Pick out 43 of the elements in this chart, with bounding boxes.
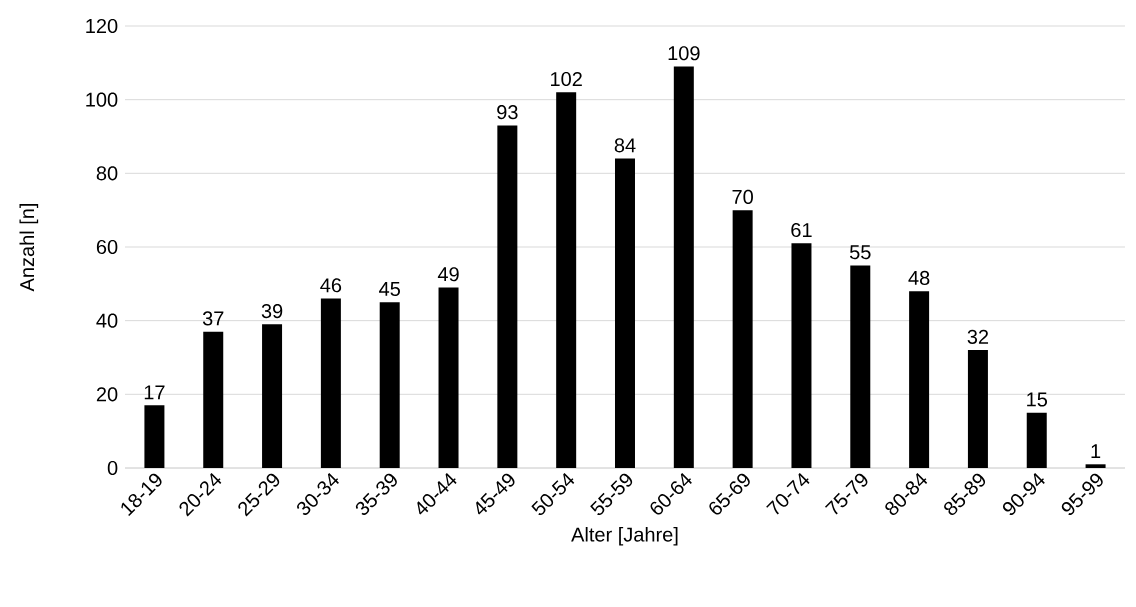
- data-label: 48: [908, 270, 930, 285]
- bar: [203, 331, 224, 468]
- data-label: 15: [1027, 392, 1048, 407]
- y-tick-label: 100: [86, 92, 118, 107]
- data-label: 55: [849, 245, 871, 260]
- data-label: 61: [791, 222, 812, 238]
- y-tick-label: 20: [96, 387, 118, 402]
- bar: [320, 298, 341, 468]
- y-tick-label: 60: [96, 239, 118, 255]
- data-label: 46: [320, 278, 342, 293]
- bar: [1085, 464, 1106, 468]
- bar: [438, 287, 459, 468]
- bar: [614, 158, 635, 468]
- data-label: 45: [379, 282, 400, 297]
- data-label: 1: [1091, 444, 1101, 459]
- y-tick-label: 0: [107, 460, 118, 476]
- bar: [379, 302, 400, 468]
- data-label: 37: [202, 311, 224, 326]
- data-label: 84: [614, 138, 636, 153]
- data-label: 32: [967, 329, 989, 344]
- data-label: 17: [144, 385, 165, 400]
- data-label: 39: [261, 303, 283, 319]
- data-label: 109: [668, 46, 700, 61]
- bar: [967, 350, 988, 468]
- bar: [497, 125, 518, 468]
- x-axis-title: Alter [Jahre]: [571, 526, 678, 546]
- bar: [556, 92, 577, 468]
- y-tick-label: 40: [96, 313, 118, 328]
- data-label: 102: [551, 71, 582, 87]
- data-label: 49: [437, 267, 459, 282]
- bar: [850, 265, 871, 468]
- bar: [909, 291, 930, 468]
- bar: [144, 405, 165, 468]
- bar: [1026, 412, 1047, 468]
- bar: [791, 243, 812, 468]
- bar: [673, 66, 694, 468]
- data-label: 70: [732, 189, 753, 204]
- bar: [732, 210, 753, 468]
- y-tick-label: 80: [96, 166, 118, 181]
- bar: [262, 324, 283, 468]
- y-tick-label: 120: [86, 18, 118, 34]
- y-axis-title: Anzahl [n]: [19, 203, 39, 292]
- data-label: 93: [497, 105, 518, 120]
